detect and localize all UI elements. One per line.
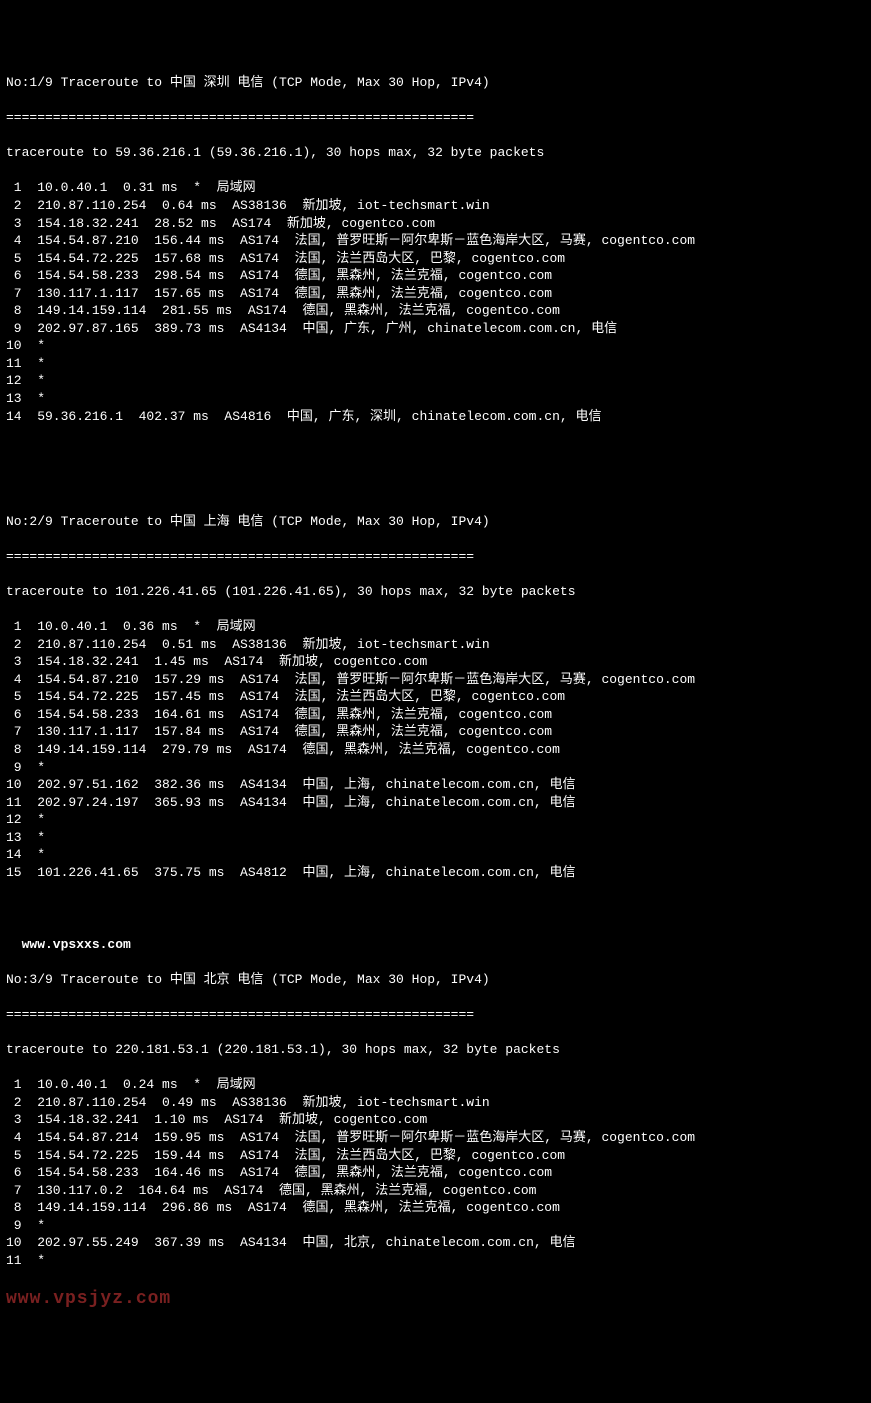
route1-hop-5: 5 154.54.72.225 157.68 ms AS174 法国, 法兰西岛… (6, 250, 865, 268)
route2-hop-3: 3 154.18.32.241 1.45 ms AS174 新加坡, cogen… (6, 653, 865, 671)
route2-hop-2: 2 210.87.110.254 0.51 ms AS38136 新加坡, io… (6, 636, 865, 654)
route1-hop-11: 11 * (6, 355, 865, 373)
route3-hop-1: 1 10.0.40.1 0.24 ms * 局域网 (6, 1076, 865, 1094)
route1-hop-12: 12 * (6, 372, 865, 390)
route2-hop-1: 1 10.0.40.1 0.36 ms * 局域网 (6, 618, 865, 636)
route3-divider: ========================================… (6, 1006, 865, 1024)
route1-hop-2: 2 210.87.110.254 0.64 ms AS38136 新加坡, io… (6, 197, 865, 215)
route2-divider: ========================================… (6, 548, 865, 566)
route1-hop-13: 13 * (6, 390, 865, 408)
route2-hop-15: 15 101.226.41.65 375.75 ms AS4812 中国, 上海… (6, 864, 865, 882)
route3-hop-4: 4 154.54.87.214 159.95 ms AS174 法国, 普罗旺斯… (6, 1129, 865, 1147)
route1-divider: ========================================… (6, 109, 865, 127)
route3-hop-2: 2 210.87.110.254 0.49 ms AS38136 新加坡, io… (6, 1094, 865, 1112)
route1-hop-3: 3 154.18.32.241 28.52 ms AS174 新加坡, coge… (6, 215, 865, 233)
route1-hop-10: 10 * (6, 337, 865, 355)
route3-header: No:3/9 Traceroute to 中国 北京 电信 (TCP Mode,… (6, 971, 865, 989)
route3-hops: 1 10.0.40.1 0.24 ms * 局域网 2 210.87.110.2… (6, 1076, 865, 1269)
route2-summary: traceroute to 101.226.41.65 (101.226.41.… (6, 583, 865, 601)
route2-hop-11: 11 202.97.24.197 365.93 ms AS4134 中国, 上海… (6, 794, 865, 812)
route2-hop-13: 13 * (6, 829, 865, 847)
route1-hop-6: 6 154.54.58.233 298.54 ms AS174 德国, 黑森州,… (6, 267, 865, 285)
watermark-vpsxxs: www.vpsxxs.com (6, 936, 865, 954)
route1-summary: traceroute to 59.36.216.1 (59.36.216.1),… (6, 144, 865, 162)
route2-hop-10: 10 202.97.51.162 382.36 ms AS4134 中国, 上海… (6, 776, 865, 794)
route1-header: No:1/9 Traceroute to 中国 深圳 电信 (TCP Mode,… (6, 74, 865, 92)
watermark-vpsjyz: www.vpsjyz.com (6, 1287, 865, 1311)
blank-line-1b (6, 478, 865, 496)
route1-hop-7: 7 130.117.1.117 157.65 ms AS174 德国, 黑森州,… (6, 285, 865, 303)
route3-summary: traceroute to 220.181.53.1 (220.181.53.1… (6, 1041, 865, 1059)
blank-line-2 (6, 899, 865, 917)
route3-hop-11: 11 * (6, 1252, 865, 1270)
route1-hop-1: 1 10.0.40.1 0.31 ms * 局域网 (6, 179, 865, 197)
route2-hop-8: 8 149.14.159.114 279.79 ms AS174 德国, 黑森州… (6, 741, 865, 759)
route2-hop-6: 6 154.54.58.233 164.61 ms AS174 德国, 黑森州,… (6, 706, 865, 724)
route2-hop-4: 4 154.54.87.210 157.29 ms AS174 法国, 普罗旺斯… (6, 671, 865, 689)
route2-header: No:2/9 Traceroute to 中国 上海 电信 (TCP Mode,… (6, 513, 865, 531)
route3-hop-6: 6 154.54.58.233 164.46 ms AS174 德国, 黑森州,… (6, 1164, 865, 1182)
route1-hop-14: 14 59.36.216.1 402.37 ms AS4816 中国, 广东, … (6, 408, 865, 426)
route2-hop-7: 7 130.117.1.117 157.84 ms AS174 德国, 黑森州,… (6, 723, 865, 741)
route2-hop-12: 12 * (6, 811, 865, 829)
route3-hop-7: 7 130.117.0.2 164.64 ms AS174 德国, 黑森州, 法… (6, 1182, 865, 1200)
blank-line-1 (6, 443, 865, 461)
route3-hop-9: 9 * (6, 1217, 865, 1235)
route3-hop-10: 10 202.97.55.249 367.39 ms AS4134 中国, 北京… (6, 1234, 865, 1252)
route2-hops: 1 10.0.40.1 0.36 ms * 局域网 2 210.87.110.2… (6, 618, 865, 881)
route3-hop-8: 8 149.14.159.114 296.86 ms AS174 德国, 黑森州… (6, 1199, 865, 1217)
route2-hop-9: 9 * (6, 759, 865, 777)
route2-hop-14: 14 * (6, 846, 865, 864)
route1-hop-8: 8 149.14.159.114 281.55 ms AS174 德国, 黑森州… (6, 302, 865, 320)
route3-hop-3: 3 154.18.32.241 1.10 ms AS174 新加坡, cogen… (6, 1111, 865, 1129)
route1-hop-9: 9 202.97.87.165 389.73 ms AS4134 中国, 广东,… (6, 320, 865, 338)
route1-hop-4: 4 154.54.87.210 156.44 ms AS174 法国, 普罗旺斯… (6, 232, 865, 250)
route1-hops: 1 10.0.40.1 0.31 ms * 局域网 2 210.87.110.2… (6, 179, 865, 425)
route3-hop-5: 5 154.54.72.225 159.44 ms AS174 法国, 法兰西岛… (6, 1147, 865, 1165)
route2-hop-5: 5 154.54.72.225 157.45 ms AS174 法国, 法兰西岛… (6, 688, 865, 706)
